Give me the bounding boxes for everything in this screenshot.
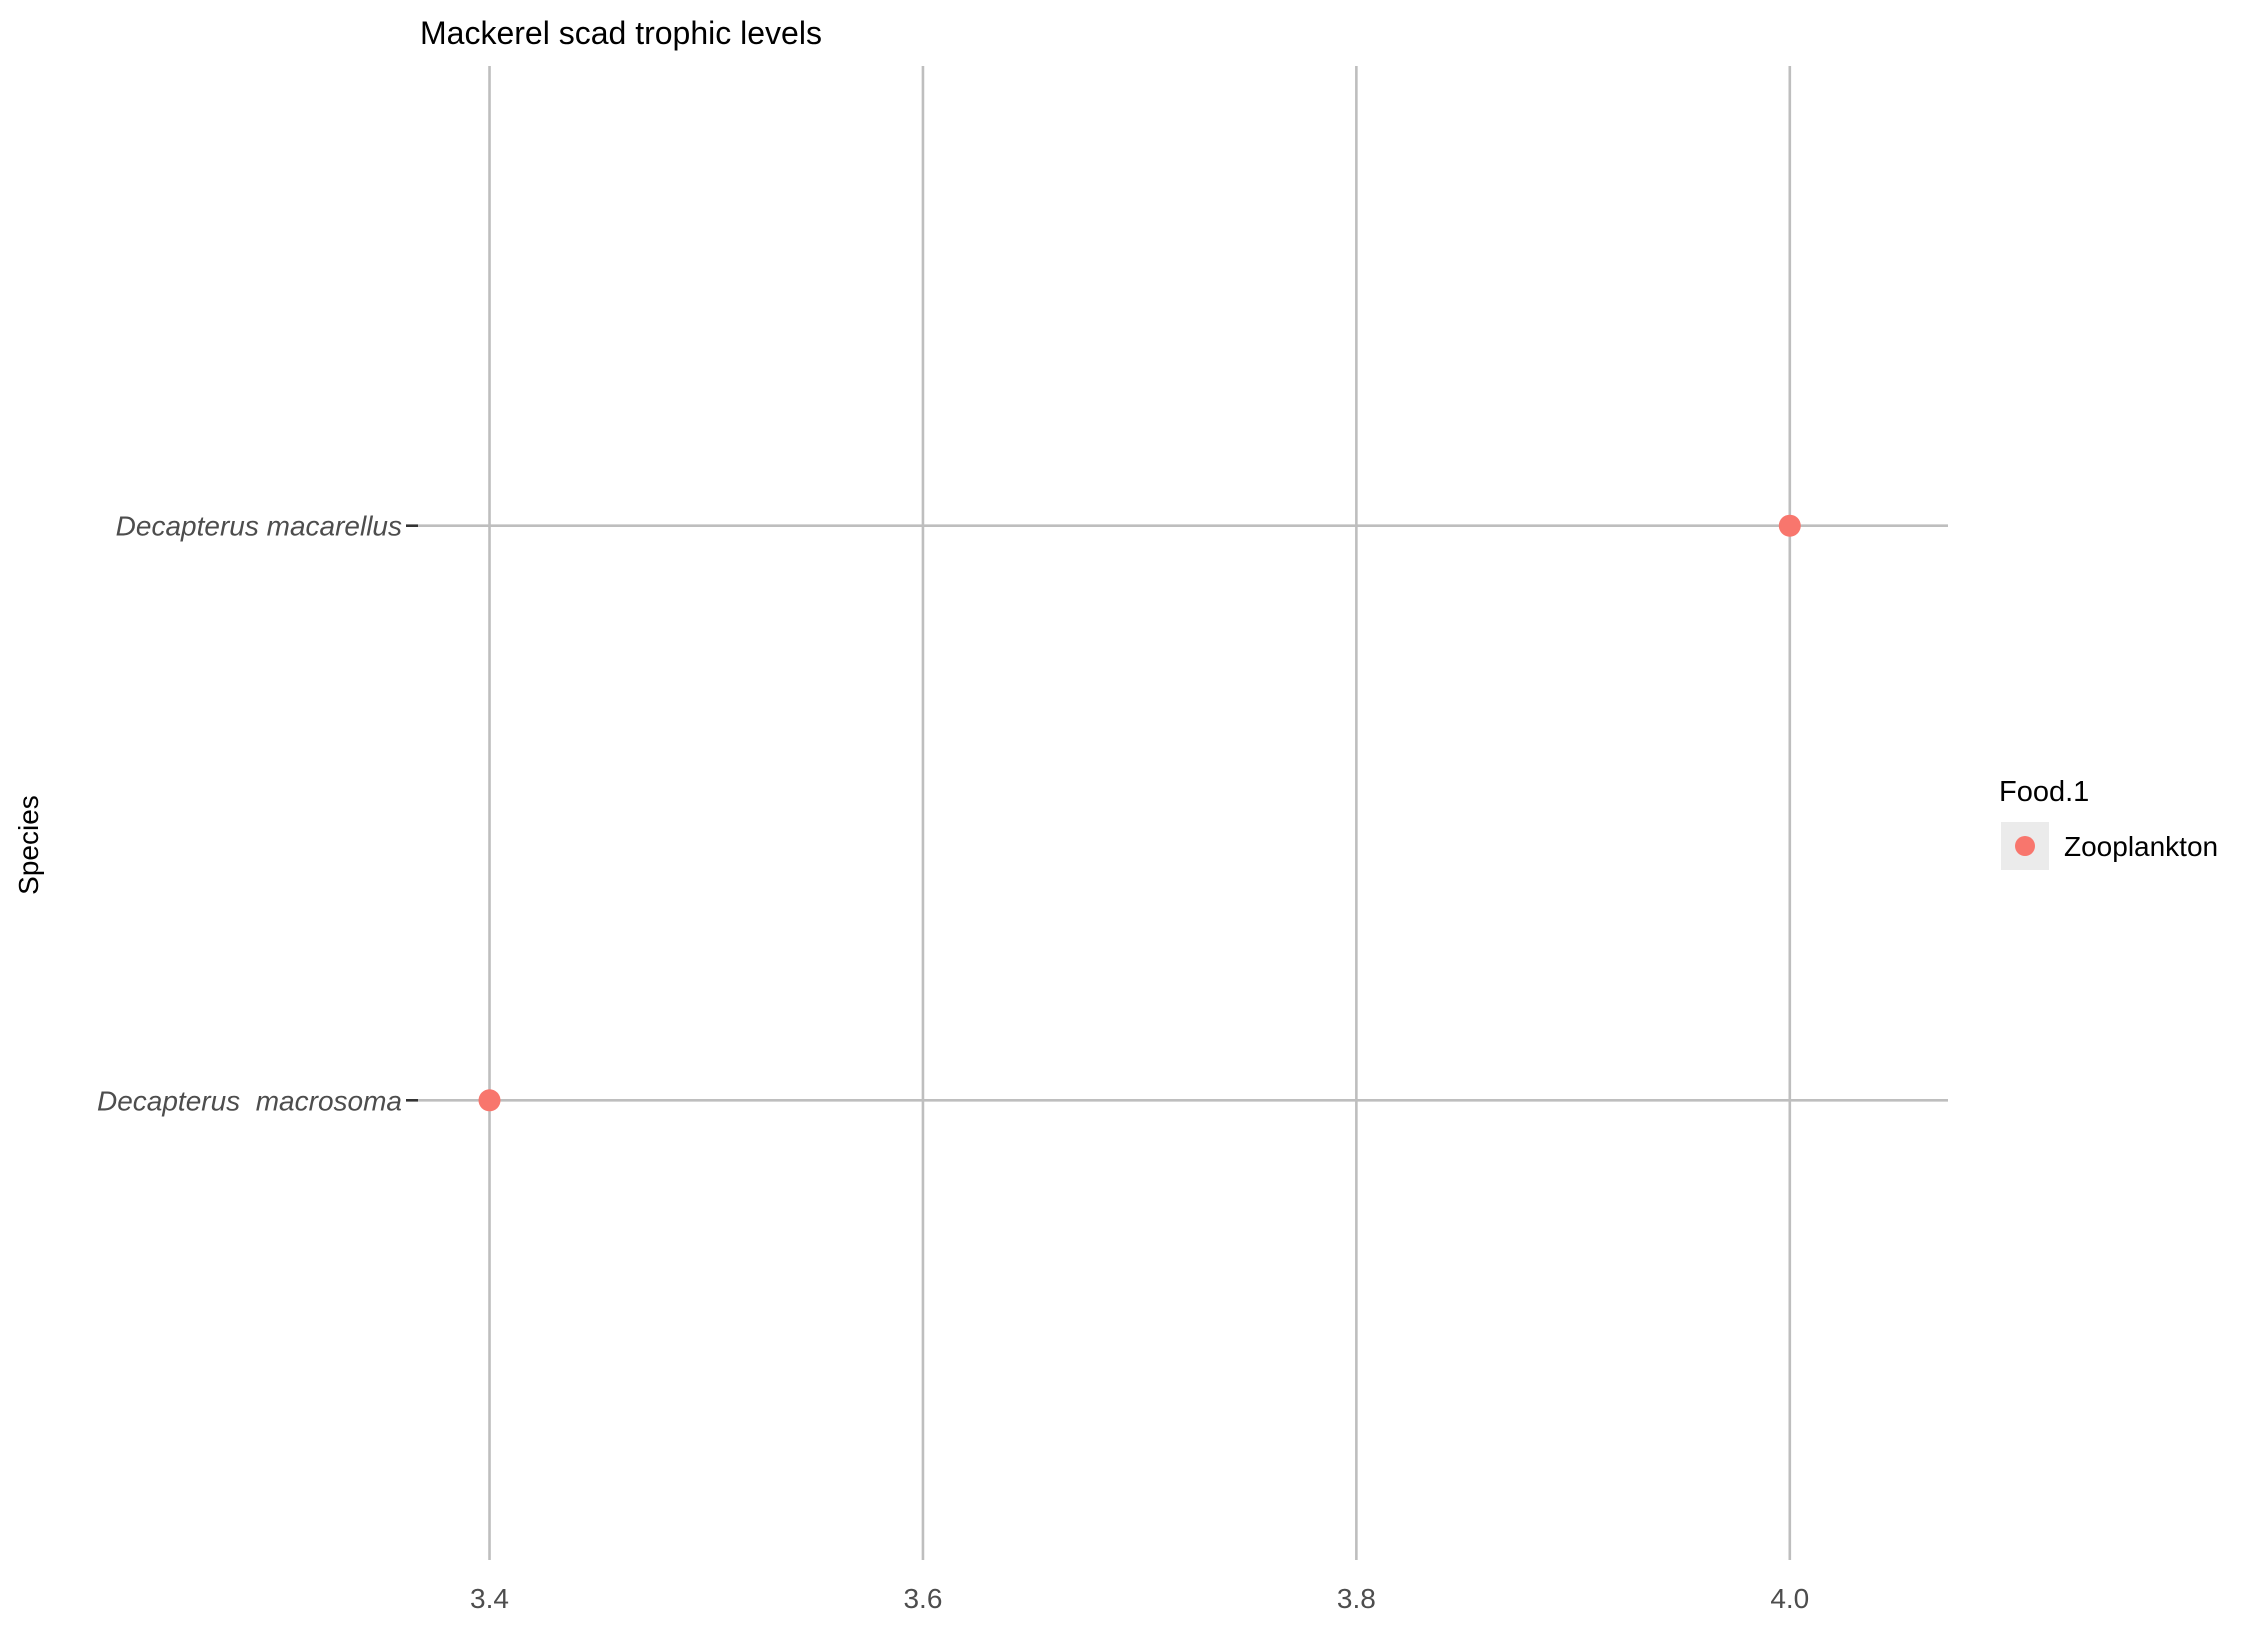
data-point	[1778, 514, 1801, 537]
data-point	[478, 1089, 501, 1112]
chart-title: Mackerel scad trophic levels	[420, 15, 822, 51]
y-tick-label: Decapterus macarellus	[116, 511, 402, 542]
y-axis: Decapterus macarellus Decapterus macrosom…	[97, 511, 418, 1116]
x-tick-label: 3.8	[1337, 1583, 1376, 1614]
y-tick-label: Decapterus macrosoma	[97, 1085, 402, 1116]
y-axis-label: Species	[13, 795, 44, 895]
x-tick-label: 3.6	[903, 1583, 942, 1614]
legend-key-dot	[2015, 836, 2035, 856]
legend: Food.1 Zooplankton	[1999, 776, 2218, 870]
data-points	[478, 514, 1801, 1112]
x-tick-label: 3.4	[470, 1583, 509, 1614]
legend-label-zooplankton: Zooplankton	[2064, 831, 2218, 862]
grid	[418, 66, 1948, 1560]
legend-title: Food.1	[1999, 776, 2089, 808]
x-tick-label: 4.0	[1770, 1583, 1809, 1614]
x-axis: 3.4 3.6 3.8 4.0	[470, 1583, 1809, 1614]
